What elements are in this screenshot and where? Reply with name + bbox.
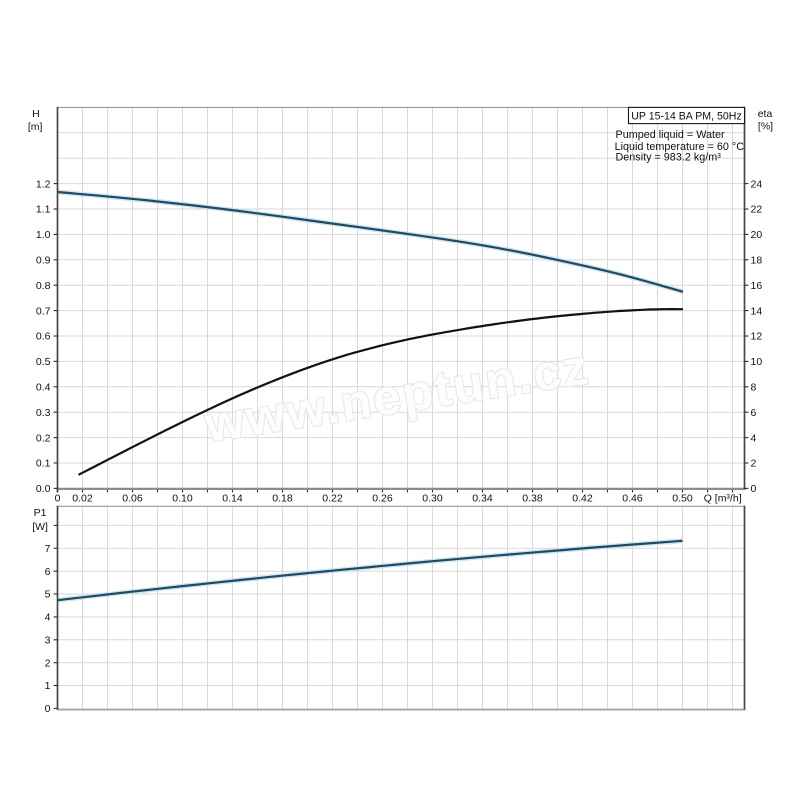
svg-text:0.10: 0.10	[172, 493, 193, 505]
svg-text:0.38: 0.38	[522, 493, 543, 505]
svg-text:3: 3	[45, 635, 51, 647]
svg-text:0.50: 0.50	[672, 493, 693, 505]
svg-text:0: 0	[751, 483, 757, 495]
svg-text:0.34: 0.34	[472, 493, 493, 505]
svg-text:0.0: 0.0	[36, 483, 51, 495]
svg-text:8: 8	[751, 382, 757, 394]
svg-text:1.2: 1.2	[36, 178, 51, 190]
svg-text:5: 5	[45, 589, 51, 601]
svg-text:0.6: 0.6	[36, 331, 51, 343]
svg-text:Pumped liquid = Water: Pumped liquid = Water	[616, 129, 726, 141]
svg-text:0.42: 0.42	[572, 493, 593, 505]
svg-text:0.26: 0.26	[372, 493, 393, 505]
svg-text:24: 24	[751, 178, 763, 190]
svg-text:[W]: [W]	[32, 521, 48, 533]
svg-text:0: 0	[55, 493, 61, 505]
svg-text:0.06: 0.06	[122, 493, 143, 505]
svg-text:0.1: 0.1	[36, 458, 51, 470]
svg-text:10: 10	[751, 356, 763, 368]
svg-text:0: 0	[45, 703, 51, 715]
svg-text:Liquid temperature = 60 °C: Liquid temperature = 60 °C	[615, 141, 745, 153]
svg-text:1.1: 1.1	[36, 204, 51, 216]
svg-text:12: 12	[751, 331, 763, 343]
svg-text:Q [m³/h]: Q [m³/h]	[704, 493, 742, 505]
svg-text:2: 2	[751, 458, 757, 470]
svg-text:4: 4	[45, 612, 51, 624]
svg-text:0.5: 0.5	[36, 356, 51, 368]
svg-text:0.4: 0.4	[36, 382, 51, 394]
svg-text:6: 6	[751, 407, 757, 419]
svg-text:7: 7	[45, 543, 51, 555]
svg-text:[%]: [%]	[758, 120, 773, 132]
svg-text:[m]: [m]	[28, 121, 43, 133]
svg-text:6: 6	[45, 566, 51, 578]
svg-text:0.14: 0.14	[222, 493, 243, 505]
svg-text:Density = 983.2 kg/m³: Density = 983.2 kg/m³	[616, 151, 722, 163]
svg-text:1: 1	[45, 680, 51, 692]
svg-text:0.30: 0.30	[422, 493, 443, 505]
svg-text:0.22: 0.22	[322, 493, 343, 505]
svg-text:14: 14	[751, 305, 763, 317]
svg-text:16: 16	[751, 280, 763, 292]
svg-text:0.9: 0.9	[36, 255, 51, 267]
svg-text:0.8: 0.8	[36, 280, 51, 292]
svg-text:0.7: 0.7	[36, 305, 51, 317]
svg-text:0.3: 0.3	[36, 407, 51, 419]
svg-text:4: 4	[751, 432, 757, 444]
svg-text:2: 2	[45, 657, 51, 669]
svg-text:eta: eta	[758, 108, 773, 120]
svg-text:0.46: 0.46	[622, 493, 643, 505]
svg-text:0.2: 0.2	[36, 432, 51, 444]
svg-text:P1: P1	[34, 507, 47, 519]
svg-text:20: 20	[751, 229, 763, 241]
svg-text:H: H	[32, 108, 40, 120]
svg-text:0.02: 0.02	[72, 493, 93, 505]
svg-text:UP 15-14 BA PM, 50Hz: UP 15-14 BA PM, 50Hz	[631, 111, 742, 123]
svg-text:18: 18	[751, 255, 763, 267]
svg-text:22: 22	[751, 204, 763, 216]
svg-text:1.0: 1.0	[36, 229, 51, 241]
svg-text:0.18: 0.18	[272, 493, 293, 505]
